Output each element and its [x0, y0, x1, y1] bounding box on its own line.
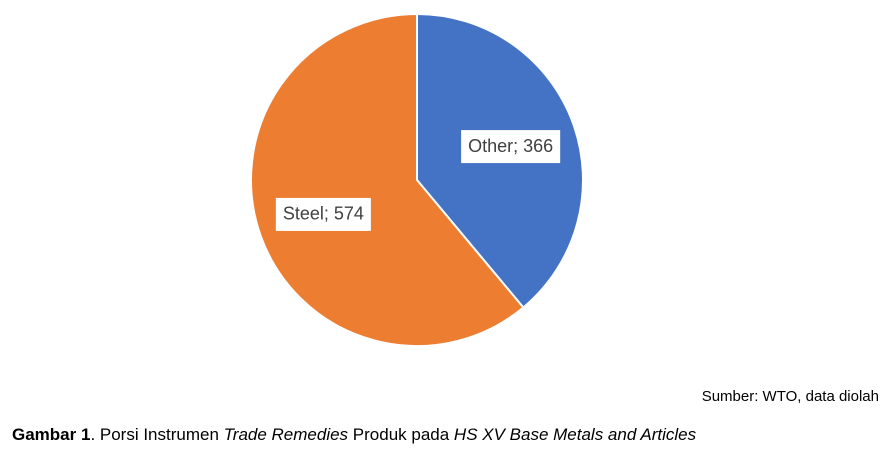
label-box — [275, 197, 371, 231]
data-label: Steel; 574 — [283, 204, 364, 224]
figure-caption: Gambar 1. Porsi Instrumen Trade Remedies… — [12, 425, 696, 445]
label-box — [461, 130, 561, 164]
data-label: Other; 366 — [468, 136, 553, 156]
caption-text: . Porsi Instrumen — [90, 425, 224, 444]
source-note: Sumber: WTO, data diolah — [701, 388, 879, 405]
caption-text: HS XV Base Metals and Articles — [453, 425, 697, 444]
chart: Other; 366 Steel; 574 — [250, 12, 584, 347]
pie-slice — [250, 12, 525, 347]
caption-text: Produk pada — [348, 425, 454, 444]
caption-label: Gambar 1 — [12, 425, 91, 444]
caption-text: Trade Remedies — [223, 425, 349, 444]
